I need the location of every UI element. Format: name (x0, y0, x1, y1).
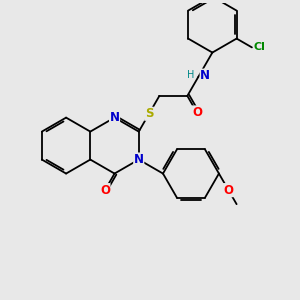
Text: N: N (110, 111, 119, 124)
Text: O: O (100, 184, 110, 196)
Text: N: N (200, 69, 210, 82)
Text: N: N (134, 153, 144, 166)
Text: S: S (145, 107, 153, 120)
Text: Cl: Cl (254, 42, 265, 52)
Text: O: O (224, 184, 233, 196)
Text: H: H (187, 70, 195, 80)
Text: O: O (192, 106, 202, 119)
